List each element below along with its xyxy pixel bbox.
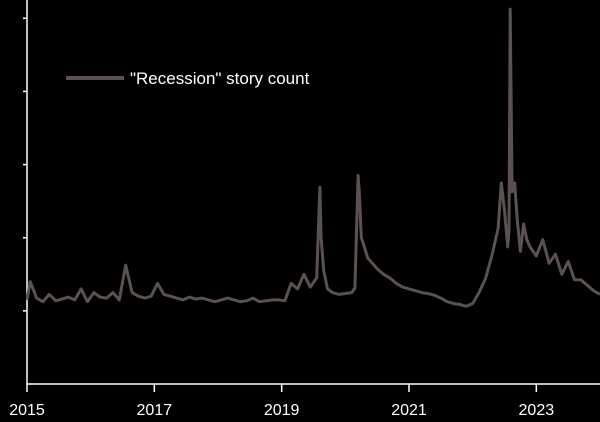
y-axis-ticks — [23, 17, 27, 312]
x-axis-tick-labels: 2015 2017 2019 2021 2023 — [9, 402, 554, 419]
x-tick-label-2017: 2017 — [137, 402, 173, 419]
x-tick-label-2023: 2023 — [519, 402, 555, 419]
legend: "Recession" story count — [66, 69, 310, 88]
series-line-recession-story-count — [25, 7, 600, 308]
series-layer — [25, 7, 600, 308]
x-tick-label-2021: 2021 — [391, 402, 427, 419]
x-tick-label-2019: 2019 — [264, 402, 300, 419]
x-tick-label-2015: 2015 — [9, 402, 45, 419]
x-axis-ticks — [26, 384, 538, 392]
legend-label: "Recession" story count — [130, 69, 310, 88]
